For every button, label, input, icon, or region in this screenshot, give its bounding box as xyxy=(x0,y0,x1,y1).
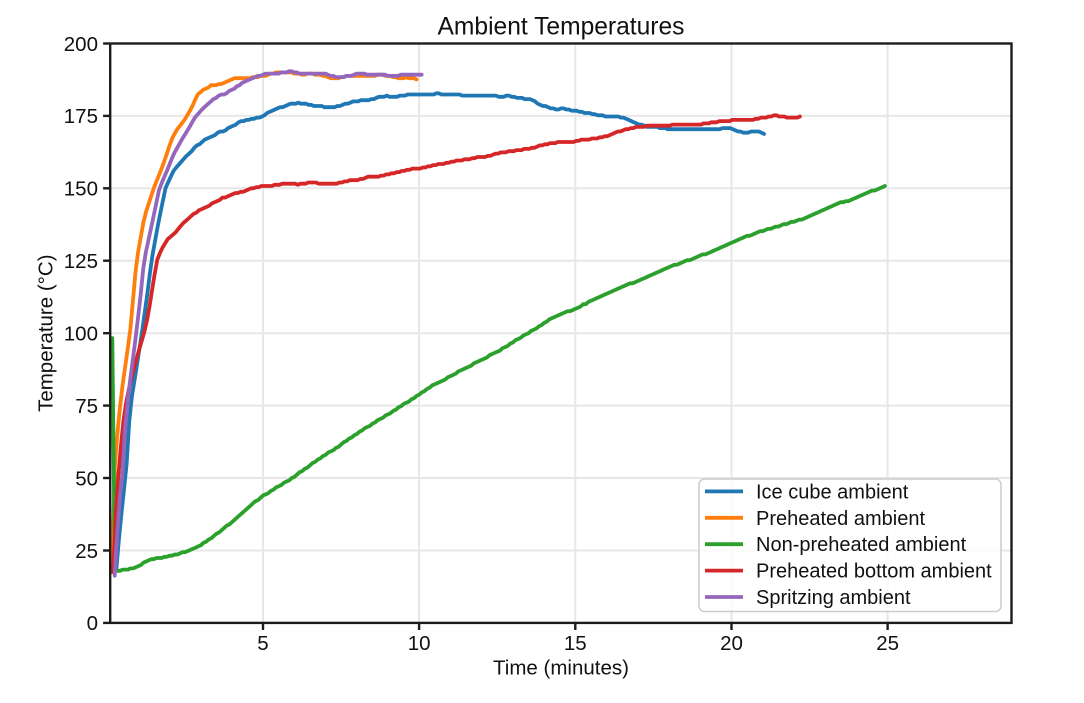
svg-text:Spritzing ambient: Spritzing ambient xyxy=(756,587,911,609)
svg-text:5: 5 xyxy=(257,632,268,655)
svg-text:15: 15 xyxy=(564,632,587,655)
svg-text:Preheated ambient: Preheated ambient xyxy=(756,508,925,530)
svg-text:175: 175 xyxy=(64,105,98,128)
svg-text:0: 0 xyxy=(87,612,98,635)
svg-text:150: 150 xyxy=(64,178,98,201)
svg-text:100: 100 xyxy=(64,323,98,346)
svg-text:200: 200 xyxy=(64,33,98,56)
svg-text:Preheated bottom ambient: Preheated bottom ambient xyxy=(756,561,992,583)
svg-text:Temperature (°C): Temperature (°C) xyxy=(35,254,58,411)
svg-text:Ambient Temperatures: Ambient Temperatures xyxy=(438,14,685,41)
svg-text:50: 50 xyxy=(75,467,98,490)
svg-text:Ice cube ambient: Ice cube ambient xyxy=(756,481,909,503)
svg-text:Non-preheated ambient: Non-preheated ambient xyxy=(756,534,967,556)
svg-text:25: 25 xyxy=(75,540,98,563)
svg-text:Time (minutes): Time (minutes) xyxy=(493,657,629,680)
svg-text:25: 25 xyxy=(876,632,899,655)
svg-text:10: 10 xyxy=(408,632,431,655)
svg-text:125: 125 xyxy=(64,250,98,273)
svg-text:20: 20 xyxy=(720,632,743,655)
svg-text:75: 75 xyxy=(75,395,98,418)
